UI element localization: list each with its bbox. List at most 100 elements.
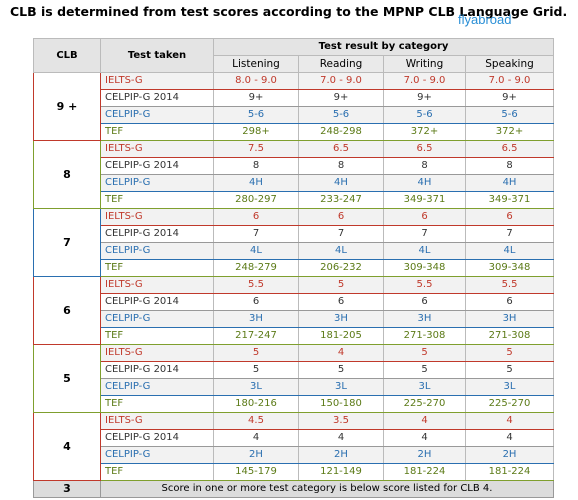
test-name: TEF (100, 463, 214, 481)
clb-group: 6 IELTS-G 5.5 5 5.5 5.5 CELPIP-G 2014 6 6 6 6 CELPI… (33, 276, 555, 345)
score: 349-371 (383, 191, 466, 209)
score: 2H (383, 446, 466, 464)
score: 5.5 (383, 276, 466, 294)
score: 4L (383, 242, 466, 260)
score: 4L (213, 242, 299, 260)
score: 7 (298, 225, 384, 243)
score: 7.0 - 9.0 (464, 72, 555, 90)
score: 3.5 (298, 412, 384, 430)
score: 309-348 (464, 259, 555, 277)
score: 4L (464, 242, 555, 260)
score: 3L (464, 378, 555, 396)
test-name: CELPIP-G 2014 (100, 89, 214, 107)
score: 8 (213, 157, 299, 175)
test-name: IELTS-G (100, 276, 214, 294)
test-row: CELPIP-G 2H 2H 2H 2H (34, 446, 555, 464)
test-name: CELPIP-G (100, 378, 214, 396)
score: 9+ (298, 89, 384, 107)
score: 121-149 (298, 463, 384, 481)
test-row: 9 + IELTS-G 8.0 - 9.0 7.0 - 9.0 7.0 - 9.0 7.0… (33, 72, 555, 141)
clb-level: 5 (33, 344, 101, 413)
score: 6 (213, 208, 299, 226)
score: 4H (464, 174, 555, 192)
test-row: CELPIP-G 4H 4H 4H 4H (34, 174, 555, 192)
test-name: CELPIP-G 2014 (100, 429, 214, 447)
score: 3L (383, 378, 466, 396)
test-row: 8 IELTS-G 7.5 6.5 6.5 6.5 (33, 140, 555, 209)
test-row: CELPIP-G 2014 7 7 7 7 (34, 225, 555, 243)
test-row: 5 IELTS-G 5 4 5 5 (33, 344, 555, 413)
score: 3L (213, 378, 299, 396)
score: 8 (464, 157, 555, 175)
score: 248-279 (213, 259, 299, 277)
test-name: TEF (100, 259, 214, 277)
test-row: 4 IELTS-G 4.5 3.5 4 4 (33, 412, 555, 481)
score: 5 (383, 361, 466, 379)
test-row: TEF 248-279 206-232 309-348 309-348 (34, 259, 555, 277)
score: 2H (213, 446, 299, 464)
test-name: CELPIP-G (100, 446, 214, 464)
test-name: CELPIP-G 2014 (100, 361, 214, 379)
clb-group: 9 + IELTS-G 8.0 - 9.0 7.0 - 9.0 7.0 - 9.0 7.0… (33, 72, 555, 141)
clb-level: 7 (33, 208, 101, 277)
test-row: TEF 280-297 233-247 349-371 349-371 (34, 191, 555, 209)
score: 248-298 (298, 123, 384, 141)
score: 6.5 (464, 140, 555, 158)
score: 5.5 (464, 276, 555, 294)
score: 7.0 - 9.0 (383, 72, 466, 90)
test-name: IELTS-G (100, 412, 214, 430)
score: 5-6 (213, 106, 299, 124)
score: 6 (383, 293, 466, 311)
test-row: 6 IELTS-G 5.5 5 5.5 5.5 (33, 276, 555, 345)
clb-level: 9 + (33, 72, 101, 141)
clb-level: 8 (33, 140, 101, 209)
test-name: CELPIP-G 2014 (100, 225, 214, 243)
category-header: Reading (298, 55, 384, 73)
score: 9+ (464, 89, 555, 107)
test-row: TEF 180-216 150-180 225-270 225-270 (34, 395, 555, 413)
test-name: CELPIP-G 2014 (100, 157, 214, 175)
score: 5 (213, 361, 299, 379)
score: 4.5 (213, 412, 299, 430)
score: 298+ (213, 123, 299, 141)
clb-level: 3 (33, 480, 101, 498)
clb-level: 6 (33, 276, 101, 345)
score: 8 (298, 157, 384, 175)
score: 6 (383, 208, 466, 226)
score: 3H (298, 310, 384, 328)
score: 372+ (464, 123, 555, 141)
test-row: CELPIP-G 3H 3H 3H 3H (34, 310, 555, 328)
score: 9+ (383, 89, 466, 107)
score: 6 (298, 293, 384, 311)
score: 4 (383, 429, 466, 447)
score: 233-247 (298, 191, 384, 209)
score: 3H (383, 310, 466, 328)
score: 4H (298, 174, 384, 192)
test-row: CELPIP-G 2014 5 5 5 5 (34, 361, 555, 379)
score: 7.0 - 9.0 (298, 72, 384, 90)
test-name: CELPIP-G (100, 106, 214, 124)
score: 5 (213, 344, 299, 362)
logo: flyabroad (458, 12, 512, 27)
test-name: TEF (100, 327, 214, 345)
score: 4 (298, 429, 384, 447)
score: 6.5 (383, 140, 466, 158)
test-row: CELPIP-G 2014 9+ 9+ 9+ 9+ (34, 89, 555, 107)
test-row: TEF 145-179 121-149 181-224 181-224 (34, 463, 555, 481)
test-row: CELPIP-G 4L 4L 4L 4L (34, 242, 555, 260)
score: 271-308 (383, 327, 466, 345)
score: 5 (464, 344, 555, 362)
score: 145-179 (213, 463, 299, 481)
score: 2H (464, 446, 555, 464)
test-name: IELTS-G (100, 72, 214, 90)
score: 9+ (213, 89, 299, 107)
category-header: Speaking (464, 55, 555, 73)
clb-group: 4 IELTS-G 4.5 3.5 4 4 CELPIP-G 2014 4 4 4 4 CELPIP-… (33, 412, 555, 481)
test-row: CELPIP-G 2014 8 8 8 8 (34, 157, 555, 175)
score: 7 (464, 225, 555, 243)
test-name: CELPIP-G 2014 (100, 293, 214, 311)
score: 6 (464, 208, 555, 226)
test-name: CELPIP-G (100, 310, 214, 328)
test-name: IELTS-G (100, 208, 214, 226)
